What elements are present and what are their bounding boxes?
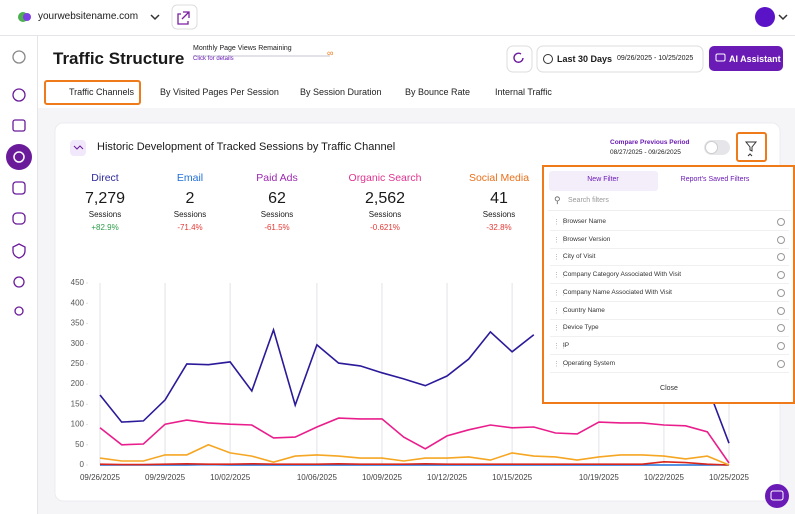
stat-name: Email	[177, 172, 203, 184]
x-tick-label: 10/06/2025	[297, 473, 338, 482]
y-tick-label: 450	[71, 278, 85, 287]
filter-item[interactable]: Browser Name	[563, 218, 606, 225]
stat-name: Organic Search	[349, 172, 422, 184]
stat-change: +82.9%	[91, 223, 118, 232]
add-filter-icon[interactable]	[777, 307, 785, 315]
x-tick-label: 10/22/2025	[644, 473, 685, 482]
x-tick-label: 09/29/2025	[145, 473, 186, 482]
filter-item[interactable]: Operating System	[563, 360, 615, 367]
add-filter-icon[interactable]	[777, 342, 785, 350]
y-tick-label: 250	[71, 359, 85, 368]
y-tick-label: 200	[71, 379, 85, 388]
series-line	[100, 462, 729, 465]
y-tick-label: 150	[71, 399, 85, 408]
stat-change: -71.4%	[177, 223, 202, 232]
separator	[550, 354, 789, 355]
separator	[550, 283, 789, 284]
filter-item[interactable]: Company Category Associated With Visit	[563, 271, 681, 278]
separator	[550, 336, 789, 337]
add-filter-icon[interactable]	[777, 271, 785, 279]
y-tick-label: 100	[71, 420, 85, 429]
x-tick-label: 10/12/2025	[427, 473, 468, 482]
stat-change: -0.621%	[370, 223, 400, 232]
add-filter-icon[interactable]	[777, 289, 785, 297]
separator	[550, 319, 789, 320]
tab[interactable]: By Session Duration	[300, 87, 382, 97]
x-tick-label: 10/09/2025	[362, 473, 403, 482]
filter-item[interactable]: City of Visit	[563, 253, 595, 260]
add-filter-icon[interactable]	[777, 253, 785, 261]
stat-name: Paid Ads	[256, 172, 297, 184]
separator	[550, 301, 789, 302]
stat-value: 41	[490, 190, 508, 208]
add-filter-icon[interactable]	[777, 218, 785, 226]
x-tick-label: 09/26/2025	[80, 473, 121, 482]
stat-unit: Sessions	[483, 210, 515, 219]
stat-value: 7,279	[85, 190, 125, 208]
y-tick-label: 50	[75, 440, 84, 449]
stat-unit: Sessions	[369, 210, 401, 219]
series-line	[100, 445, 729, 465]
y-tick-label: 400	[71, 298, 85, 307]
filter-item[interactable]: Device Type	[563, 324, 599, 331]
filter-item[interactable]: IP	[563, 342, 569, 349]
filter-item[interactable]: Country Name	[563, 307, 605, 314]
search-icon: ⚲	[554, 195, 561, 206]
separator	[550, 248, 789, 249]
close-button[interactable]: Close	[660, 385, 678, 392]
search-placeholder[interactable]: Search filters	[568, 197, 609, 204]
filter-item[interactable]: Company Name Associated With Visit	[563, 289, 672, 296]
stat-unit: Sessions	[89, 210, 121, 219]
x-tick-label: 10/25/2025	[709, 473, 750, 482]
stat-unit: Sessions	[261, 210, 293, 219]
stat-name: Social Media	[469, 172, 529, 184]
stat-change: -32.8%	[486, 223, 511, 232]
add-filter-icon[interactable]	[777, 324, 785, 332]
stat-value: 2	[186, 190, 195, 208]
filter-panel: New Filter Report's Saved Filters Search f…	[542, 165, 795, 404]
stat-value: 2,562	[365, 190, 405, 208]
stat-name: Direct	[91, 172, 118, 184]
x-tick-label: 10/19/2025	[579, 473, 620, 482]
filter-tab[interactable]: New Filter	[587, 176, 619, 183]
x-tick-label: 10/15/2025	[492, 473, 533, 482]
filter-tab[interactable]: Report's Saved Filters	[681, 176, 750, 183]
tab[interactable]: Internal Traffic	[495, 87, 552, 97]
tab[interactable]: By Visited Pages Per Session	[160, 87, 279, 97]
stat-value: 62	[268, 190, 286, 208]
x-tick-label: 10/02/2025	[210, 473, 251, 482]
stat-change: -61.5%	[264, 223, 289, 232]
y-tick-label: 0	[80, 460, 85, 469]
separator	[550, 265, 789, 266]
y-tick-label: 300	[71, 339, 85, 348]
add-filter-icon[interactable]	[777, 360, 785, 368]
y-tick-label: 350	[71, 319, 85, 328]
series-line	[100, 418, 729, 463]
tab[interactable]: By Bounce Rate	[405, 87, 470, 97]
separator	[550, 372, 789, 373]
stat-unit: Sessions	[174, 210, 206, 219]
add-filter-icon[interactable]	[777, 236, 785, 244]
tab[interactable]: Traffic Channels	[69, 87, 134, 97]
filter-item[interactable]: Browser Version	[563, 236, 610, 243]
separator	[550, 230, 789, 231]
